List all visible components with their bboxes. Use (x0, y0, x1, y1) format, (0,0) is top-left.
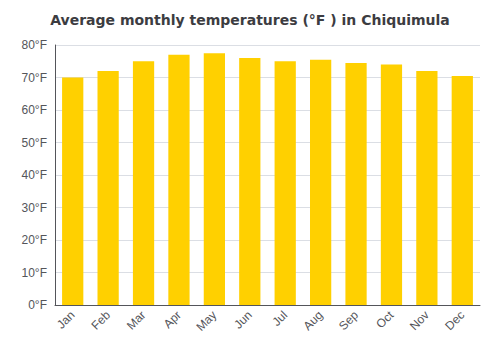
svg-text:Nov: Nov (407, 308, 432, 333)
svg-text:Oct: Oct (373, 308, 397, 332)
svg-text:Dec: Dec (442, 308, 467, 333)
svg-text:70°F: 70°F (22, 71, 47, 85)
svg-text:Mar: Mar (124, 308, 149, 332)
svg-text:May: May (193, 308, 219, 334)
svg-text:Apr: Apr (161, 308, 184, 331)
svg-text:10°F: 10°F (22, 266, 47, 280)
svg-text:Average monthly temperatures (: Average monthly temperatures (°F ) in Ch… (50, 12, 450, 28)
svg-text:Sep: Sep (336, 308, 361, 333)
svg-text:40°F: 40°F (22, 168, 47, 182)
svg-text:Jul: Jul (269, 308, 290, 329)
svg-text:0°F: 0°F (28, 298, 47, 312)
svg-text:Jun: Jun (231, 308, 255, 332)
svg-text:Feb: Feb (89, 308, 114, 333)
svg-text:20°F: 20°F (22, 233, 47, 247)
svg-text:Aug: Aug (301, 308, 326, 333)
svg-text:Jan: Jan (54, 308, 78, 332)
svg-text:50°F: 50°F (22, 136, 47, 150)
svg-text:80°F: 80°F (22, 38, 47, 52)
svg-text:60°F: 60°F (22, 103, 47, 117)
svg-text:30°F: 30°F (22, 201, 47, 215)
